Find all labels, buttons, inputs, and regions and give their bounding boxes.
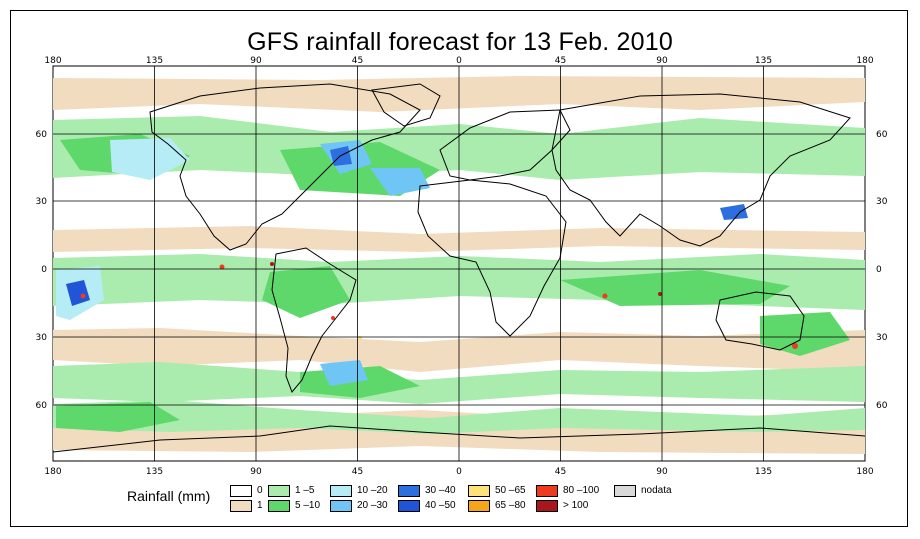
legend-swatch: [398, 485, 420, 497]
lon-tick-top: 180: [44, 56, 61, 66]
legend-swatch: [468, 500, 490, 512]
legend-swatch: [398, 500, 420, 512]
legend-label: 65 –80: [495, 500, 526, 511]
legend-label: 80 –100: [563, 485, 600, 496]
coastlines: [52, 83, 866, 453]
north-america: [149, 83, 421, 251]
legend-label: 50 –65: [495, 485, 526, 496]
lon-tick-top: 45: [352, 56, 363, 66]
rain-cell-gt-100: [658, 292, 662, 296]
rain-band-40-50: [66, 280, 90, 306]
lat-tick-left: 30: [36, 333, 48, 343]
lat-tick-right: 30: [876, 197, 888, 207]
rain-band-5-10: [760, 312, 850, 356]
lon-tick-top: 90: [656, 56, 668, 66]
lon-tick-top: 90: [250, 56, 262, 66]
lat-tick-right: 0: [876, 265, 882, 275]
legend-label: 40 –50: [425, 500, 456, 511]
lat-ticks-right: 60 30 0 30 60: [876, 130, 888, 411]
rain-cell-80-100: [792, 343, 798, 349]
rain-cell-80-100: [331, 316, 335, 320]
lat-tick-right: 60: [876, 401, 888, 411]
legend-swatch: [268, 485, 290, 497]
lon-ticks-bottom: 180 135 90 45 0 45 90 135 180: [44, 467, 873, 477]
rain-band-5-10: [262, 266, 350, 318]
lon-tick-bottom: 45: [352, 467, 363, 477]
legend-label: 30 –40: [425, 485, 456, 496]
lat-tick-left: 60: [36, 130, 48, 140]
lon-tick-bottom: 90: [656, 467, 668, 477]
lat-tick-right: 60: [876, 130, 888, 140]
lat-tick-left: 0: [41, 265, 47, 275]
rain-cell-80-100: [219, 264, 225, 270]
legend-swatch: [468, 485, 490, 497]
lon-tick-bottom: 180: [856, 467, 873, 477]
lon-tick-top: 45: [555, 56, 566, 66]
rain-cell-80-100: [602, 293, 608, 299]
legend-label: 0: [257, 485, 263, 496]
rain-band-30-40: [720, 204, 748, 220]
lon-tick-top: 135: [755, 56, 772, 66]
legend-label: nodata: [641, 485, 672, 496]
australia: [715, 291, 805, 351]
rain-cell-80-100: [80, 293, 86, 299]
rain-band-10-20: [110, 138, 190, 180]
legend-label: 5 –10: [295, 500, 321, 511]
lon-tick-top: 135: [146, 56, 163, 66]
lon-tick-bottom: 180: [44, 467, 61, 477]
legend-swatch: [330, 485, 352, 497]
asia: [551, 93, 851, 247]
lat-tick-left: 30: [36, 197, 48, 207]
greenland: [371, 83, 441, 127]
rain-cell-gt-100: [270, 262, 274, 266]
map-title: GFS rainfall forecast for 13 Feb. 2010: [247, 28, 673, 56]
antarctica: [52, 425, 866, 453]
legend-swatch: [268, 500, 290, 512]
rain-band-20-30: [370, 168, 430, 196]
rain-band-20-30: [320, 360, 368, 386]
figure-frame: [10, 10, 908, 527]
lon-ticks-top: 180 135 90 45 0 45 90 135 180: [44, 56, 873, 66]
legend-swatch: [230, 485, 252, 497]
lon-tick-bottom: 0: [456, 467, 462, 477]
legend-label: 1 –5: [295, 485, 315, 496]
legend-label: 20 –30: [357, 500, 388, 511]
lon-tick-top: 0: [456, 56, 462, 66]
rain-band-5-10: [56, 402, 180, 432]
lat-tick-left: 60: [36, 401, 48, 411]
lon-tick-top: 180: [856, 56, 873, 66]
lon-tick-bottom: 135: [146, 467, 163, 477]
graticule: [53, 66, 865, 461]
legend-swatch: [614, 485, 636, 497]
africa: [417, 179, 567, 337]
lon-tick-bottom: 45: [555, 467, 566, 477]
lat-ticks-left: 60 30 0 30 60: [36, 130, 48, 411]
legend-swatch: [536, 485, 558, 497]
legend-label: 10 –20: [357, 485, 388, 496]
legend-label: > 100: [563, 500, 589, 511]
legend-swatch: [230, 500, 252, 512]
legend-title: Rainfall (mm): [127, 488, 211, 504]
lon-tick-bottom: 135: [755, 467, 772, 477]
legend-label: 1: [257, 500, 263, 511]
legend-swatch: [536, 500, 558, 512]
legend-swatch: [330, 500, 352, 512]
lat-tick-right: 30: [876, 333, 888, 343]
lon-tick-bottom: 90: [250, 467, 262, 477]
